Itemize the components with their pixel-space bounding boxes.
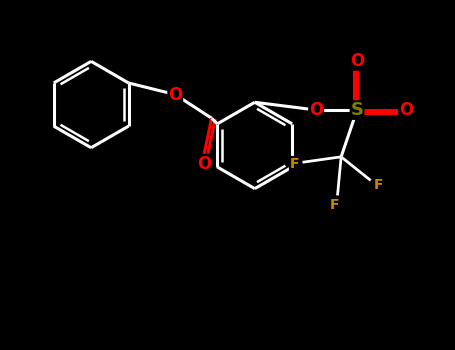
Text: S: S (350, 101, 364, 119)
Text: O: O (309, 101, 323, 119)
Text: F: F (374, 178, 384, 192)
Text: O: O (350, 52, 364, 70)
Text: O: O (399, 101, 413, 119)
Text: O: O (197, 155, 211, 173)
Text: F: F (289, 157, 299, 171)
Text: O: O (168, 85, 182, 104)
Text: F: F (329, 198, 339, 212)
